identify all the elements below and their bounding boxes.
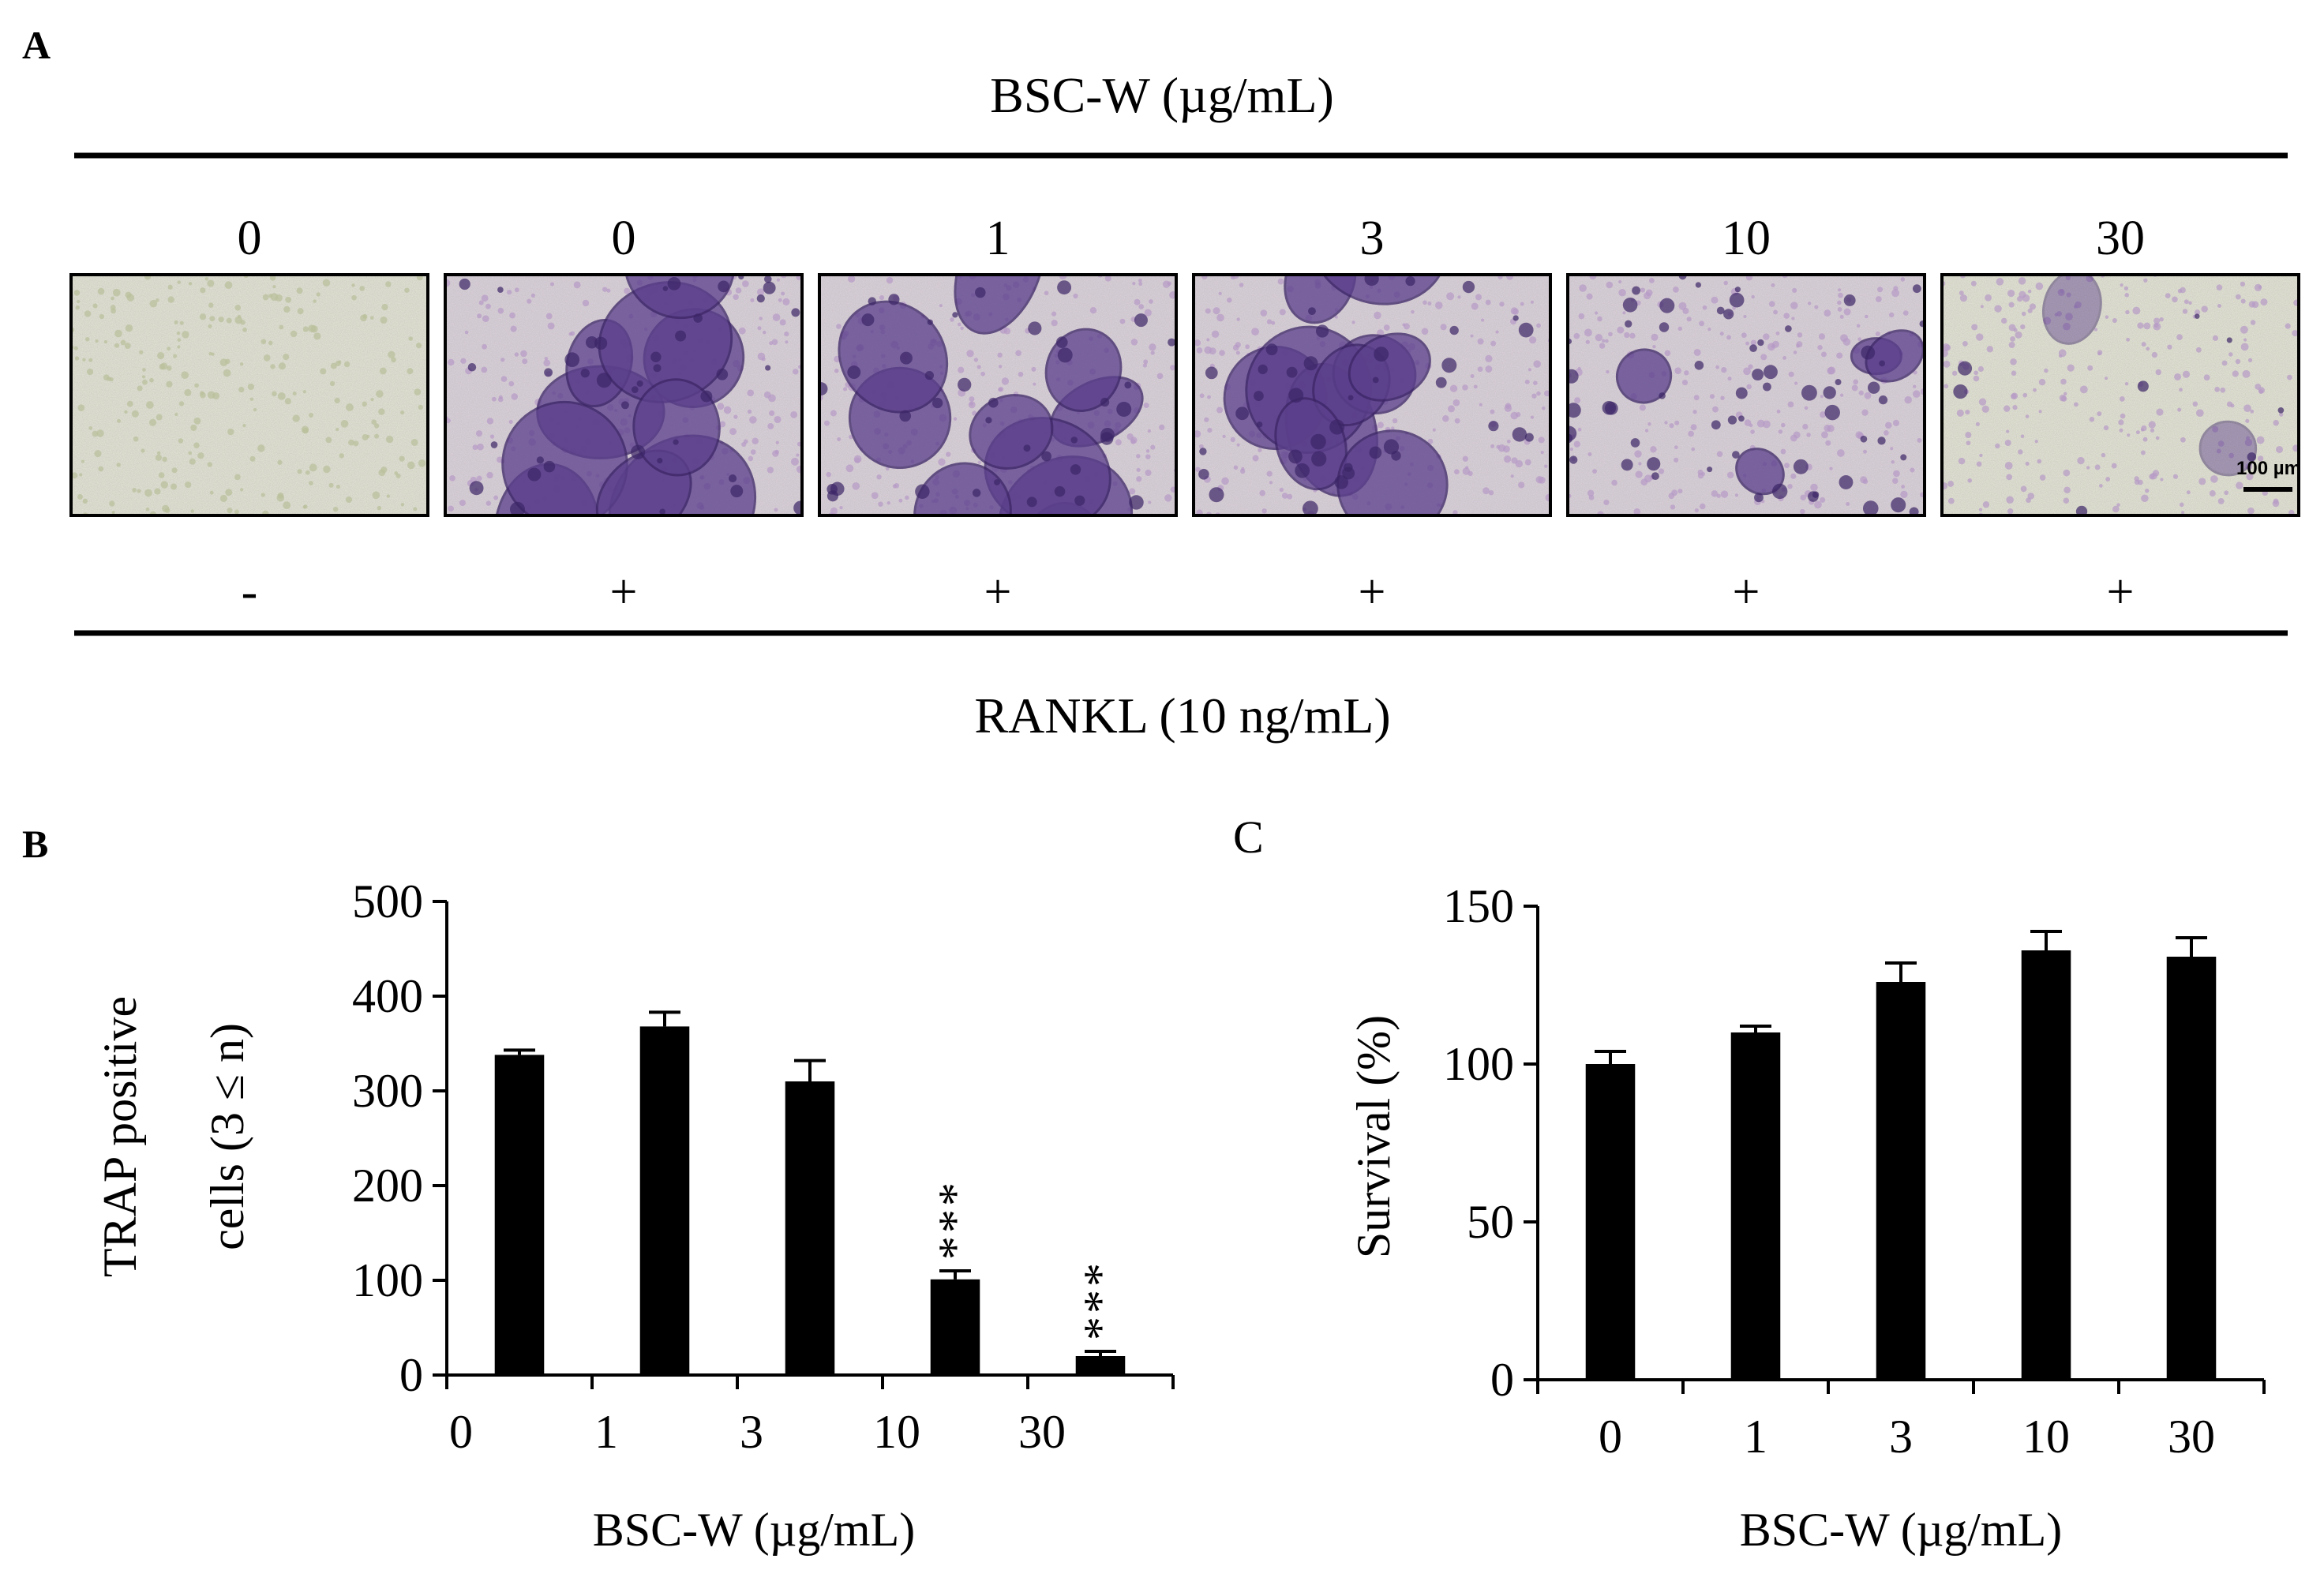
micrograph-row: 100 µm bbox=[69, 273, 2301, 517]
x-tick-label: 0 bbox=[449, 1406, 473, 1458]
bar bbox=[2021, 950, 2071, 1380]
panel-c-ylabel: Survival (%) bbox=[1348, 1015, 1400, 1258]
rankl-sign: + bbox=[984, 565, 1012, 619]
x-tick-label: 3 bbox=[740, 1406, 763, 1458]
dose-labels: 0 0 1 3 10 30 bbox=[238, 212, 2146, 265]
bar bbox=[2166, 957, 2217, 1380]
bar bbox=[785, 1081, 835, 1375]
panel-b-letter: B bbox=[22, 822, 48, 866]
x-tick-label: 30 bbox=[2168, 1411, 2215, 1463]
x-tick-label: 0 bbox=[1599, 1411, 1622, 1463]
y-tick-label: 100 bbox=[1443, 1038, 1514, 1090]
panel-b-xlabel: BSC-W (µg/mL) bbox=[593, 1504, 915, 1556]
x-tick-label: 3 bbox=[1889, 1411, 1913, 1463]
y-tick-label: 300 bbox=[352, 1065, 423, 1117]
bar bbox=[639, 1026, 690, 1375]
panel-a-top-label: BSC-W (µg/mL) bbox=[990, 67, 1334, 123]
bar bbox=[1730, 1032, 1781, 1380]
micrograph bbox=[818, 273, 1178, 517]
bar bbox=[1585, 1064, 1636, 1380]
y-tick-label: 0 bbox=[399, 1349, 423, 1401]
x-tick-label: 1 bbox=[1744, 1411, 1767, 1463]
y-tick-label: 0 bbox=[1490, 1354, 1514, 1406]
rankl-sign: + bbox=[610, 565, 638, 619]
micrograph bbox=[1192, 273, 1552, 517]
bar bbox=[1876, 982, 1926, 1380]
y-tick-label: 50 bbox=[1467, 1196, 1514, 1248]
bar bbox=[494, 1055, 545, 1375]
dose-label: 0 bbox=[238, 212, 262, 265]
panel-b-bars: *** *** bbox=[494, 1010, 1126, 1375]
panel-b-chart: B TRAP positive cells (3 ≤ n) 01002003004… bbox=[22, 822, 1175, 1556]
dose-label: 1 bbox=[986, 212, 1010, 265]
scale-bar-label: 100 µm bbox=[2236, 458, 2301, 479]
panel-c-chart: C Survival (%) 0 50 100 150 0 1 3 10 30 BSC-W (µ… bbox=[1233, 811, 2266, 1556]
rankl-sign: - bbox=[242, 565, 258, 619]
significance-marker: *** bbox=[1074, 1260, 1126, 1340]
bar bbox=[930, 1279, 980, 1375]
rankl-sign: + bbox=[1733, 565, 1760, 619]
y-tick-label: 100 bbox=[352, 1254, 423, 1306]
y-tick-label: 150 bbox=[1443, 880, 1514, 932]
micrograph bbox=[444, 273, 804, 517]
y-label-line: cells (3 ≤ n) bbox=[201, 1023, 253, 1250]
micrograph bbox=[69, 273, 429, 517]
x-tick-label: 1 bbox=[594, 1406, 618, 1458]
x-tick-label: 10 bbox=[2022, 1411, 2070, 1463]
micrograph bbox=[1566, 273, 1926, 517]
y-tick-label: 500 bbox=[352, 875, 423, 927]
dose-label: 10 bbox=[1722, 212, 1771, 265]
panel-c-letter: C bbox=[1233, 811, 1264, 863]
micrograph: 100 µm bbox=[1940, 273, 2301, 517]
rankl-sign: + bbox=[1359, 565, 1386, 619]
y-tick-label: 200 bbox=[352, 1160, 423, 1212]
dose-label: 30 bbox=[2096, 212, 2145, 265]
x-tick-label: 30 bbox=[1018, 1406, 1066, 1458]
panel-b-ylabel: TRAP positive cells (3 ≤ n) bbox=[94, 996, 253, 1277]
rankl-labels: - + + + + + bbox=[242, 565, 2135, 619]
panel-a-bottom-label: RANKL (10 ng/mL) bbox=[974, 688, 1390, 744]
panel-b-axes: 0 100 200 300 400 500 0 1 3 10 30 bbox=[352, 875, 1175, 1458]
panel-c-bars bbox=[1585, 930, 2217, 1380]
y-tick-label: 400 bbox=[352, 970, 423, 1022]
y-label-line: TRAP positive bbox=[94, 996, 146, 1277]
panel-c-axes: 0 50 100 150 0 1 3 10 30 bbox=[1443, 880, 2266, 1463]
rankl-sign: + bbox=[2107, 565, 2135, 619]
panel-a: A BSC-W (µg/mL) 0 0 1 3 10 30 100 µm - + + + + + R… bbox=[22, 23, 2301, 744]
dose-label: 3 bbox=[1360, 212, 1385, 265]
dose-label: 0 bbox=[612, 212, 636, 265]
bar bbox=[1075, 1356, 1126, 1375]
panel-a-letter: A bbox=[22, 23, 51, 67]
significance-marker: *** bbox=[929, 1179, 981, 1260]
x-tick-label: 10 bbox=[873, 1406, 920, 1458]
scale-bar bbox=[2243, 487, 2292, 492]
panel-c-xlabel: BSC-W (µg/mL) bbox=[1740, 1504, 2062, 1556]
